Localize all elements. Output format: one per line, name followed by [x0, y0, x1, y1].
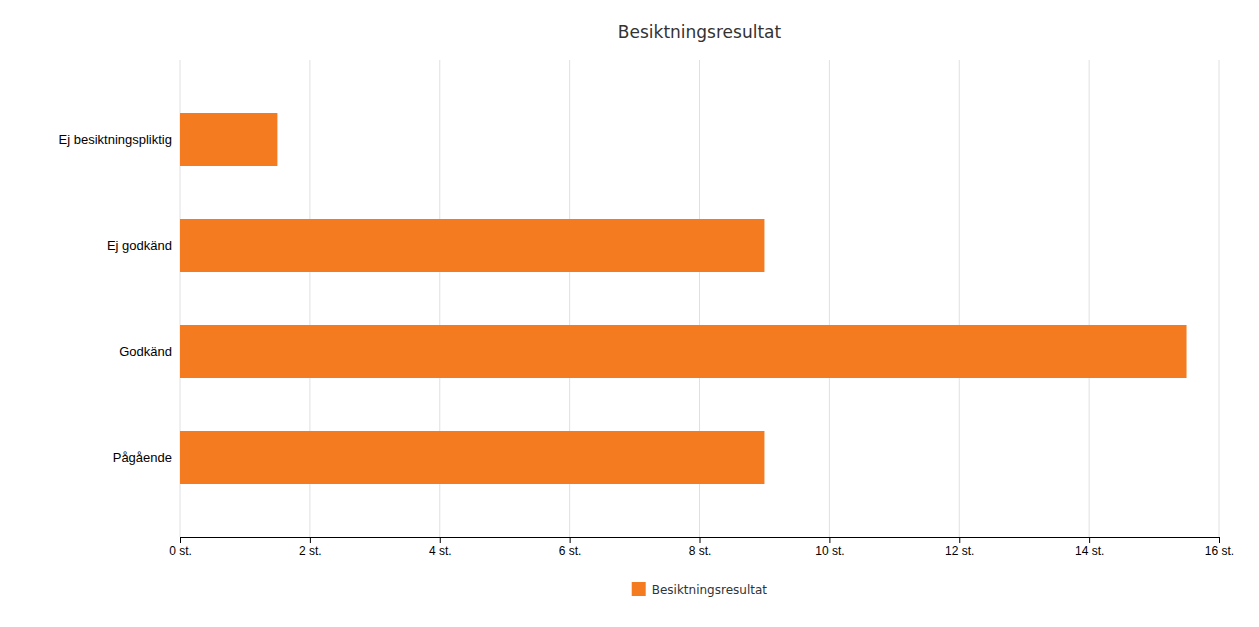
x-tick-mark — [1089, 537, 1090, 543]
x-axis: 0 st. 2 st. 4 st. 6 st. 8 st. 10 st. 12 st. 14 … — [169, 537, 1234, 558]
plot: 0 st. 2 st. 4 st. 6 st. 8 st. 10 st. 12 st. 14 … — [59, 60, 1235, 558]
bar — [180, 219, 764, 272]
y-tick: Ej besiktningspliktig — [59, 132, 172, 147]
legend-item: Besiktningsresultat — [632, 582, 768, 597]
x-tick-label: 0 st. — [169, 544, 192, 558]
grid-line — [829, 60, 830, 537]
x-tick-label: 8 st. — [689, 544, 712, 558]
y-axis: Ej besiktningspliktig Ej godkänd Godkänd På… — [59, 132, 172, 465]
x-tick: 14 st. — [1075, 537, 1104, 558]
x-tick: 10 st. — [815, 537, 844, 558]
bar — [180, 325, 1187, 378]
x-tick-label: 12 st. — [945, 544, 974, 558]
x-tick: 16 st. — [1205, 537, 1234, 558]
x-tick-label: 16 st. — [1205, 544, 1234, 558]
x-tick-label: 10 st. — [815, 544, 844, 558]
x-tick-mark — [570, 537, 571, 543]
x-tick-mark — [310, 537, 311, 543]
x-tick-label: 4 st. — [429, 544, 452, 558]
x-tick-mark — [180, 537, 181, 543]
x-tick: 4 st. — [429, 537, 452, 558]
x-tick-mark — [829, 537, 830, 543]
x-tick-label: 6 st. — [559, 544, 582, 558]
bar — [180, 431, 764, 484]
x-tick: 12 st. — [945, 537, 974, 558]
x-tick-mark — [959, 537, 960, 543]
grid-line — [959, 60, 960, 537]
x-tick-mark — [440, 537, 441, 543]
legend-swatch — [632, 582, 646, 596]
category-label: Ej godkänd — [107, 238, 172, 253]
x-tick: 0 st. — [169, 537, 192, 558]
category-label: Godkänd — [119, 344, 172, 359]
x-tick: 6 st. — [559, 537, 582, 558]
chart: 0 st. 2 st. 4 st. 6 st. 8 st. 10 st. 12 st. 14 … — [0, 0, 1259, 627]
x-tick-mark — [700, 537, 701, 543]
y-tick: Ej godkänd — [107, 238, 172, 253]
legend-label: Besiktningsresultat — [652, 583, 768, 597]
bar — [180, 113, 277, 166]
x-tick: 2 st. — [299, 537, 322, 558]
y-tick: Godkänd — [119, 344, 172, 359]
category-label: Pågående — [113, 450, 172, 465]
legend: Besiktningsresultat — [632, 582, 768, 597]
category-label: Ej besiktningspliktig — [59, 132, 172, 147]
x-tick: 8 st. — [689, 537, 712, 558]
x-tick-label: 14 st. — [1075, 544, 1104, 558]
grid-line — [1089, 60, 1090, 537]
title: Besiktningsresultat — [618, 22, 782, 42]
grid — [180, 60, 1219, 537]
x-axis-line — [181, 538, 1220, 544]
y-tick: Pågående — [113, 450, 172, 465]
x-tick-mark — [1219, 537, 1220, 543]
bars — [180, 113, 1187, 484]
x-tick-label: 2 st. — [299, 544, 322, 558]
grid-line — [1219, 60, 1220, 537]
